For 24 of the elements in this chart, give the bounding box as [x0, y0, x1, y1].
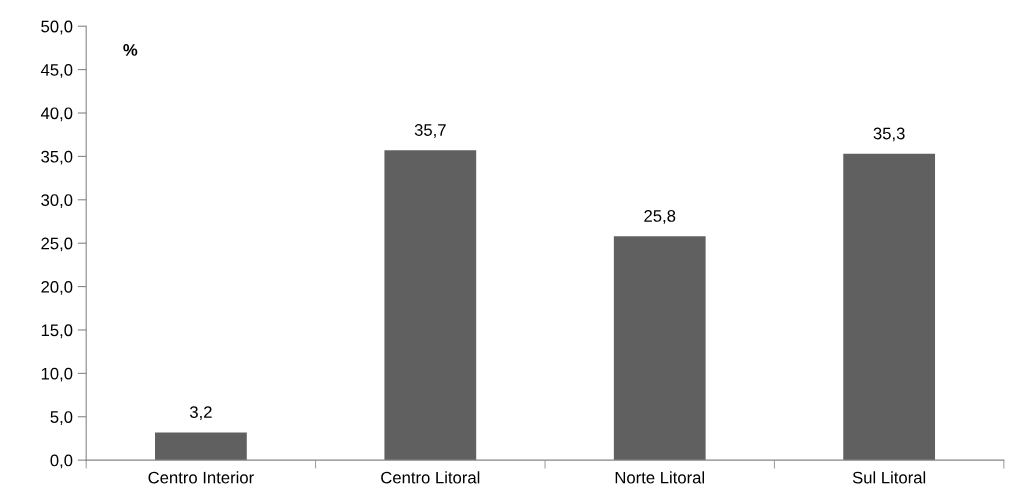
data-label: 3,2	[189, 406, 212, 420]
y-tick-label: 40,0	[40, 107, 73, 122]
y-tick-label: 10,0	[41, 367, 73, 382]
y-axis-title: %	[123, 44, 138, 56]
bar	[613, 236, 706, 461]
bar	[155, 432, 247, 461]
y-tick-label: 5,0	[50, 411, 73, 425]
y-tick-label: 45,0	[40, 64, 73, 78]
y-tick-label: 0,0	[50, 454, 73, 469]
y-tick-label: 20,0	[41, 280, 73, 295]
x-tick-label: Centro Litoral	[381, 471, 480, 484]
y-tick-label: 25,0	[41, 237, 73, 252]
x-tick-label: Norte Litoral	[615, 471, 705, 484]
data-label: 35,3	[873, 127, 905, 142]
bar	[843, 153, 936, 461]
data-label: 25,8	[644, 210, 676, 224]
y-tick-label: 50,0	[41, 20, 73, 35]
y-tick-label: 35,0	[41, 150, 73, 165]
x-tick-label: Centro Interior	[148, 471, 254, 484]
y-tick-label: 30,0	[41, 194, 73, 208]
bar	[384, 150, 477, 461]
data-label: 35,7	[414, 124, 446, 138]
y-tick-label: 15,0	[41, 324, 73, 339]
x-tick-label: Sul Litoral	[852, 471, 926, 484]
